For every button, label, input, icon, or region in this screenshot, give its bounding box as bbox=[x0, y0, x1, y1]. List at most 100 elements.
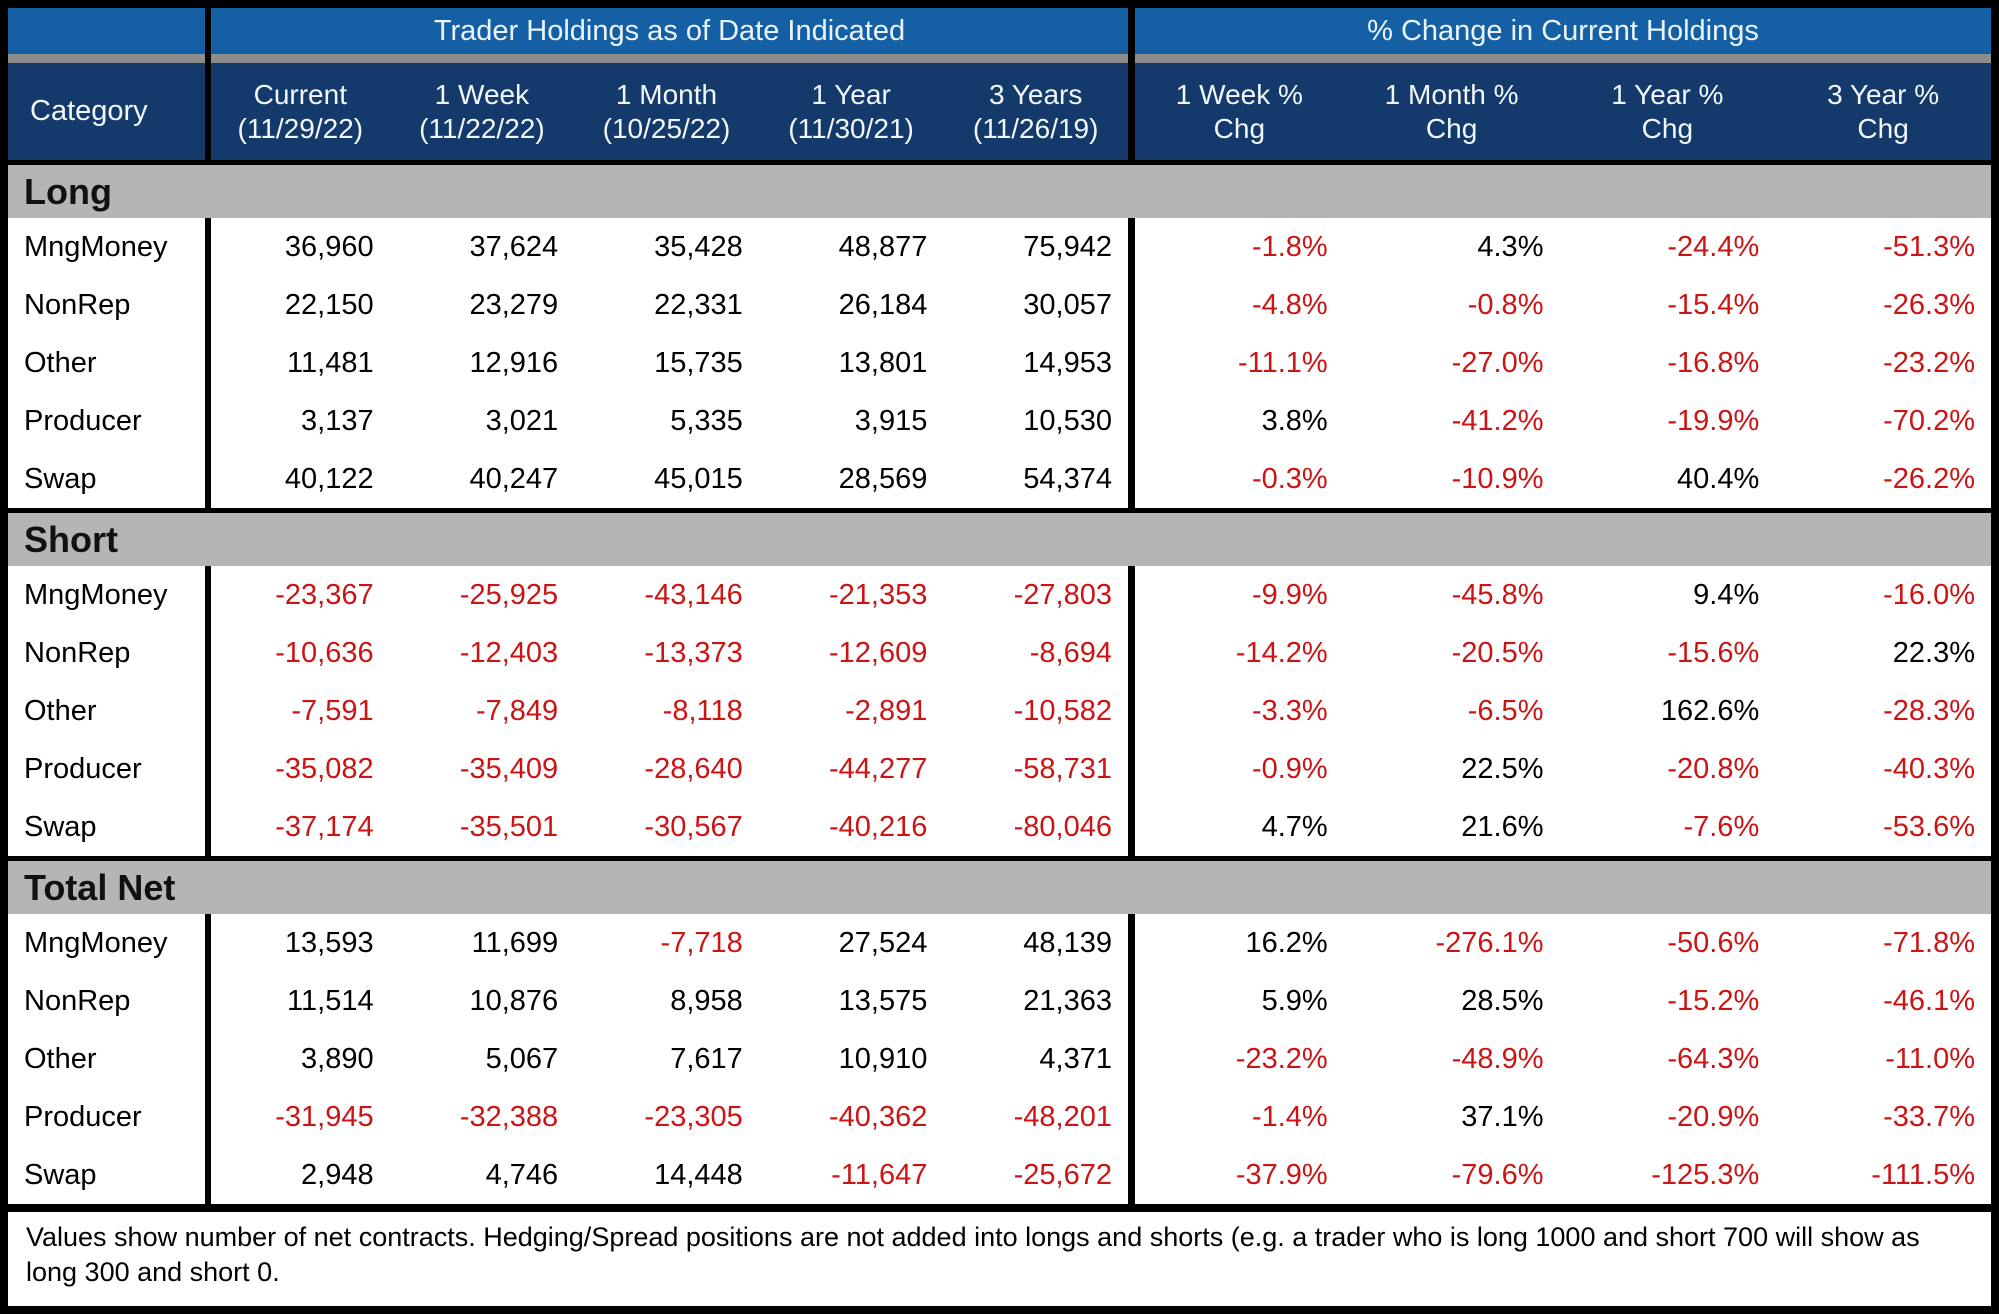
row-category: NonRep bbox=[8, 276, 205, 334]
value-cell: 48,877 bbox=[758, 218, 944, 276]
column-header-sublabel: Chg bbox=[1213, 112, 1266, 144]
value-cell: 3,915 bbox=[758, 392, 944, 450]
value-cell: 16.2% bbox=[1127, 914, 1344, 972]
column-header-sublabel: (11/26/19) bbox=[972, 112, 1099, 144]
value-cell: 15,735 bbox=[574, 334, 759, 392]
column-header-sublabel: Chg bbox=[1425, 112, 1478, 144]
value-cell: -2,891 bbox=[758, 682, 944, 740]
value-cell: -7,718 bbox=[574, 914, 759, 972]
value-cell: 26,184 bbox=[758, 276, 944, 334]
value-cell: -64.3% bbox=[1559, 1030, 1776, 1088]
column-header-label: 3 Year % bbox=[1827, 79, 1940, 111]
value-cell: -10.9% bbox=[1343, 450, 1560, 508]
value-cell: -24.4% bbox=[1559, 218, 1776, 276]
column-header-label: Category bbox=[30, 95, 148, 128]
value-cell: -40.3% bbox=[1775, 740, 1991, 798]
value-cell: -11.0% bbox=[1775, 1030, 1991, 1088]
value-cell: -40,216 bbox=[758, 798, 944, 856]
value-cell: -9.9% bbox=[1127, 566, 1344, 624]
column-header-label: 1 Year % bbox=[1611, 79, 1724, 111]
column-header-1month-pct: 1 Month % Chg bbox=[1343, 63, 1560, 160]
value-cell: -26.3% bbox=[1775, 276, 1991, 334]
value-cell: 30,057 bbox=[943, 276, 1128, 334]
row-category: NonRep bbox=[8, 972, 205, 1030]
value-cell: -11,647 bbox=[758, 1146, 944, 1204]
value-cell: -48,201 bbox=[943, 1088, 1128, 1146]
column-header-sublabel: (10/25/22) bbox=[602, 112, 731, 144]
value-cell: -25,925 bbox=[389, 566, 575, 624]
value-cell: -11.1% bbox=[1127, 334, 1344, 392]
value-cell: -45.8% bbox=[1343, 566, 1560, 624]
value-cell: 22,331 bbox=[574, 276, 759, 334]
value-cell: -14.2% bbox=[1127, 624, 1344, 682]
value-cell: -15.4% bbox=[1559, 276, 1776, 334]
row-category: Other bbox=[8, 334, 205, 392]
row-category: Swap bbox=[8, 798, 205, 856]
value-cell: -16.0% bbox=[1775, 566, 1991, 624]
value-cell: 10,910 bbox=[758, 1030, 944, 1088]
column-header-sublabel: (11/29/22) bbox=[237, 112, 364, 144]
value-cell: 36,960 bbox=[205, 218, 390, 276]
value-cell: -0.9% bbox=[1127, 740, 1344, 798]
value-cell: -276.1% bbox=[1343, 914, 1560, 972]
value-cell: -20.8% bbox=[1559, 740, 1776, 798]
value-cell: -3.3% bbox=[1127, 682, 1344, 740]
value-cell: -37.9% bbox=[1127, 1146, 1344, 1204]
divider-strip bbox=[1127, 54, 1991, 63]
value-cell: 4,371 bbox=[943, 1030, 1128, 1088]
value-cell: 4,746 bbox=[389, 1146, 575, 1204]
row-category: Other bbox=[8, 1030, 205, 1088]
value-cell: 22.5% bbox=[1343, 740, 1560, 798]
column-header-1year-pct: 1 Year % Chg bbox=[1559, 63, 1776, 160]
value-cell: -20.5% bbox=[1343, 624, 1560, 682]
column-header-label: Current bbox=[253, 79, 347, 111]
column-header-sublabel: Chg bbox=[1641, 112, 1694, 144]
value-cell: -28,640 bbox=[574, 740, 759, 798]
value-cell: -15.2% bbox=[1559, 972, 1776, 1030]
value-cell: -19.9% bbox=[1559, 392, 1776, 450]
value-cell: -10,582 bbox=[943, 682, 1128, 740]
value-cell: -25,672 bbox=[943, 1146, 1128, 1204]
value-cell: 8,958 bbox=[574, 972, 759, 1030]
value-cell: -48.9% bbox=[1343, 1030, 1560, 1088]
value-cell: -27.0% bbox=[1343, 334, 1560, 392]
divider-strip bbox=[8, 54, 205, 63]
column-header-1week: 1 Week (11/22/22) bbox=[389, 63, 575, 160]
value-cell: 35,428 bbox=[574, 218, 759, 276]
value-cell: -0.8% bbox=[1343, 276, 1560, 334]
value-cell: -26.2% bbox=[1775, 450, 1991, 508]
value-cell: -32,388 bbox=[389, 1088, 575, 1146]
row-category: MngMoney bbox=[8, 914, 205, 972]
value-cell: -30,567 bbox=[574, 798, 759, 856]
value-cell: -70.2% bbox=[1775, 392, 1991, 450]
value-cell: -23.2% bbox=[1775, 334, 1991, 392]
value-cell: -7,591 bbox=[205, 682, 390, 740]
value-cell: -33.7% bbox=[1775, 1088, 1991, 1146]
section-header-short: Short bbox=[8, 508, 1991, 566]
value-cell: -7,849 bbox=[389, 682, 575, 740]
value-cell: 10,530 bbox=[943, 392, 1128, 450]
divider-strip bbox=[205, 54, 1128, 63]
footnote: Values show number of net contracts. Hed… bbox=[8, 1204, 1991, 1306]
value-cell: -0.3% bbox=[1127, 450, 1344, 508]
value-cell: -71.8% bbox=[1775, 914, 1991, 972]
value-cell: 5,335 bbox=[574, 392, 759, 450]
column-header-category: Category bbox=[8, 63, 205, 160]
value-cell: 12,916 bbox=[389, 334, 575, 392]
row-category: Other bbox=[8, 682, 205, 740]
value-cell: -1.4% bbox=[1127, 1088, 1344, 1146]
section-header-total-net: Total Net bbox=[8, 856, 1991, 914]
column-header-current: Current (11/29/22) bbox=[205, 63, 390, 160]
row-category: NonRep bbox=[8, 624, 205, 682]
row-category: MngMoney bbox=[8, 218, 205, 276]
column-header-label: 3 Years bbox=[988, 79, 1083, 111]
value-cell: -58,731 bbox=[943, 740, 1128, 798]
value-cell: 3,021 bbox=[389, 392, 575, 450]
column-header-3years: 3 Years (11/26/19) bbox=[943, 63, 1128, 160]
value-cell: -125.3% bbox=[1559, 1146, 1776, 1204]
value-cell: 22,150 bbox=[205, 276, 390, 334]
value-cell: -15.6% bbox=[1559, 624, 1776, 682]
group-header-holdings: Trader Holdings as of Date Indicated bbox=[205, 8, 1128, 54]
value-cell: 13,801 bbox=[758, 334, 944, 392]
